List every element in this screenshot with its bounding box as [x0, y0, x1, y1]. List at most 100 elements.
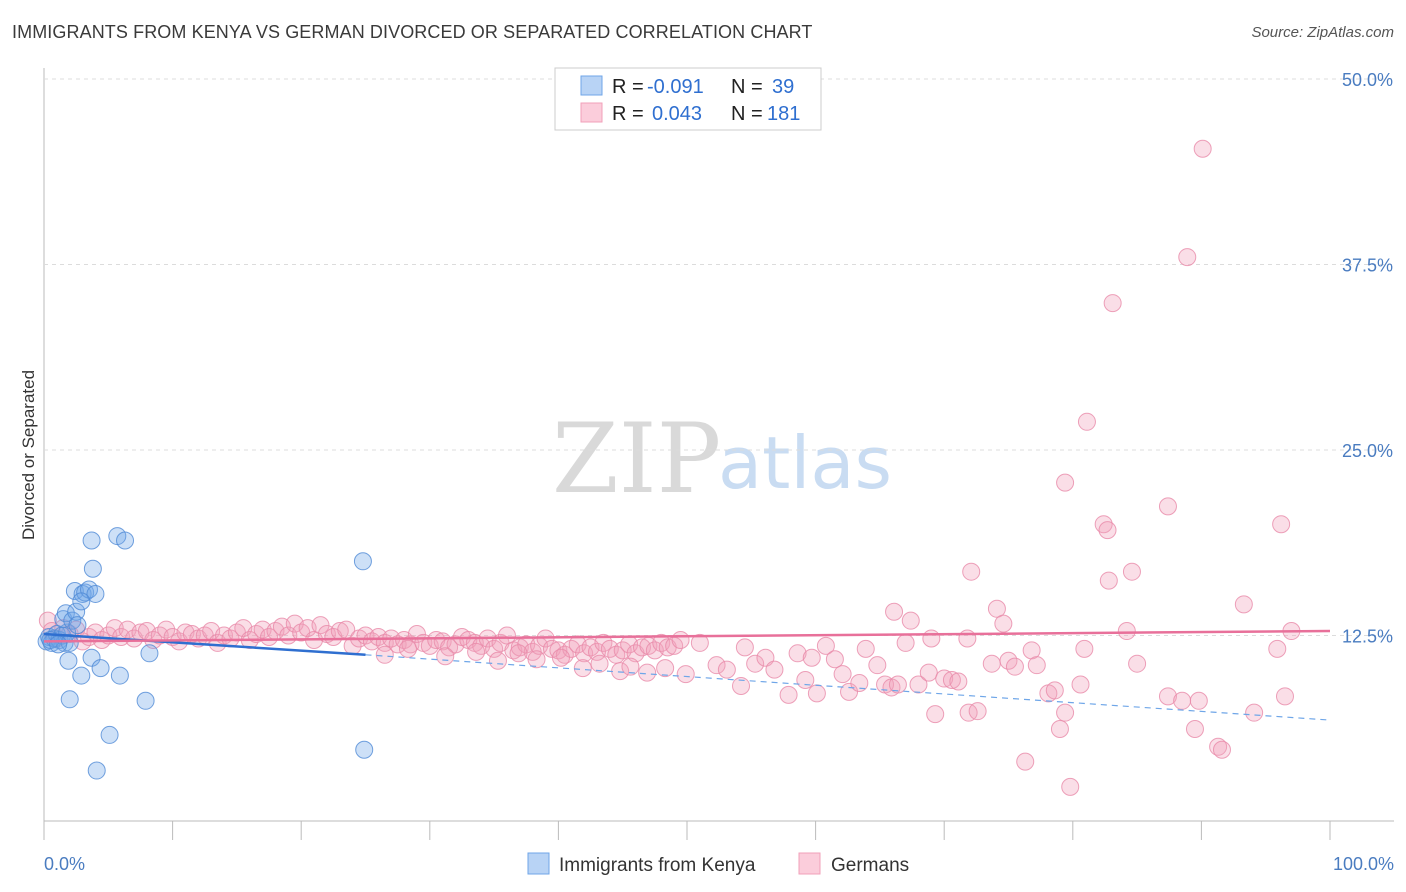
- data-point: [72, 666, 91, 685]
- bottom-legend-label-kenya: Immigrants from Kenya: [559, 855, 756, 876]
- data-point: [1234, 595, 1253, 614]
- data-point: [1117, 622, 1136, 641]
- data-point: [1071, 675, 1090, 694]
- data-point: [1056, 703, 1075, 722]
- data-point: [68, 616, 87, 635]
- data-point: [116, 531, 135, 550]
- data-point: [86, 584, 105, 603]
- data-point: [732, 676, 751, 695]
- legend-n-germans: 181: [767, 103, 800, 125]
- series-legend: Immigrants from Kenya Germans: [527, 852, 909, 876]
- data-point: [868, 656, 887, 675]
- data-point: [968, 702, 987, 721]
- trend-line-germans: [43, 629, 1331, 643]
- data-point: [1193, 139, 1212, 158]
- data-point: [1122, 562, 1141, 581]
- data-point: [87, 761, 106, 780]
- bottom-legend-label-germans: Germans: [831, 855, 909, 876]
- y-tick-label: 37.5%: [1342, 256, 1393, 276]
- data-point: [436, 647, 455, 666]
- data-point: [942, 671, 961, 690]
- data-point: [1275, 687, 1294, 706]
- data-point: [488, 651, 507, 670]
- data-point: [551, 648, 570, 667]
- data-point: [1075, 639, 1094, 658]
- data-point: [765, 660, 784, 679]
- data-point: [353, 552, 372, 571]
- data-point: [1178, 248, 1197, 267]
- legend-swatch-kenya: [580, 75, 603, 96]
- y-tick-label: 12.5%: [1342, 627, 1393, 647]
- data-point: [959, 703, 978, 722]
- y-tick-label: 25.0%: [1342, 441, 1393, 461]
- data-point: [746, 654, 765, 673]
- data-point: [467, 642, 486, 661]
- data-point: [590, 654, 609, 673]
- bottom-legend-swatch-kenya: [527, 852, 550, 875]
- data-point: [1061, 777, 1080, 796]
- data-point: [60, 633, 79, 652]
- data-point: [676, 665, 695, 684]
- data-point: [1016, 752, 1035, 771]
- data-point: [1027, 656, 1046, 675]
- legend-r-label: R =: [612, 76, 644, 98]
- data-point: [885, 602, 904, 621]
- legend-n-label: N =: [731, 76, 763, 98]
- data-point: [958, 629, 977, 648]
- correlation-legend: R = -0.091 N = 39 R = 0.043 N = 181: [554, 67, 822, 131]
- data-point: [355, 740, 374, 759]
- data-point: [398, 639, 417, 658]
- data-point: [82, 648, 101, 667]
- data-point: [91, 659, 110, 678]
- data-point: [1173, 691, 1192, 710]
- data-point: [638, 663, 657, 682]
- data-point: [1212, 740, 1231, 759]
- data-point: [1005, 657, 1024, 676]
- data-point: [157, 620, 176, 639]
- data-point: [60, 690, 79, 709]
- data-point: [1077, 412, 1096, 431]
- data-point: [671, 630, 690, 649]
- data-point: [1056, 473, 1075, 492]
- bottom-legend-swatch-germans: [798, 852, 821, 875]
- data-point: [527, 650, 546, 669]
- data-point: [825, 650, 844, 669]
- data-point: [67, 602, 86, 621]
- data-point: [497, 626, 516, 645]
- data-point: [49, 635, 68, 654]
- data-point: [573, 659, 592, 678]
- legend-r-label-2: R =: [612, 103, 644, 125]
- data-point: [1189, 691, 1208, 710]
- data-point: [922, 629, 941, 648]
- x-tick-label-max: 100.0%: [1333, 854, 1394, 874]
- data-point: [779, 685, 798, 704]
- watermark-zip: ZIP: [552, 403, 721, 515]
- data-point: [1245, 703, 1264, 722]
- data-point: [856, 639, 875, 658]
- data-point: [919, 663, 938, 682]
- y-axis-label: Divorced or Separated: [19, 370, 38, 540]
- data-point: [1272, 515, 1291, 534]
- data-point: [1045, 681, 1064, 700]
- data-point: [982, 654, 1001, 673]
- data-point: [1185, 719, 1204, 738]
- data-point: [935, 669, 954, 688]
- data-point: [509, 644, 528, 663]
- data-point: [690, 633, 709, 652]
- data-point: [717, 660, 736, 679]
- legend-n-kenya: 39: [772, 76, 794, 98]
- data-point: [105, 619, 124, 638]
- data-point: [82, 531, 101, 550]
- data-point: [788, 644, 807, 663]
- data-point: [311, 616, 330, 635]
- trend-line-kenya: [43, 632, 366, 657]
- data-point: [850, 673, 869, 692]
- data-point: [796, 671, 815, 690]
- data-point: [1050, 719, 1069, 738]
- trend-line-kenya-extension: [365, 654, 1331, 721]
- data-point: [1098, 521, 1117, 540]
- data-point: [926, 705, 945, 724]
- data-point: [38, 611, 57, 630]
- data-point: [735, 638, 754, 657]
